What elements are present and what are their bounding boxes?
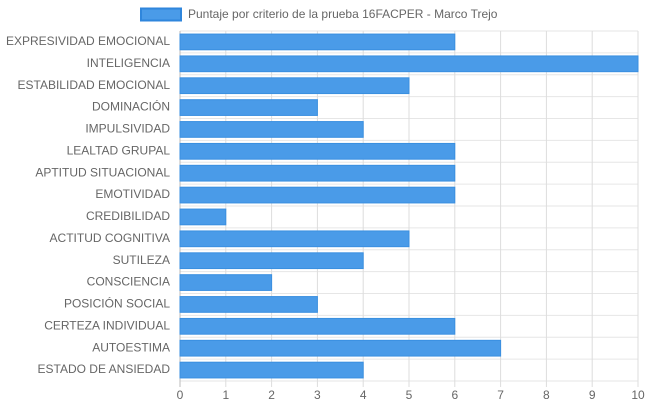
y-tick-label: DOMINACIÓN	[92, 99, 170, 114]
y-tick-label: SUTILEZA	[113, 253, 170, 267]
x-tick-label: 6	[451, 388, 458, 402]
y-tick-label: INTELIGENCIA	[87, 56, 170, 70]
x-tick-label: 7	[497, 388, 504, 402]
x-tick-label: 9	[589, 388, 596, 402]
x-tick-label: 8	[543, 388, 550, 402]
y-tick-label: ACTITUD COGNITIVA	[50, 231, 170, 245]
bar	[179, 317, 456, 335]
y-tick-label: EMOTIVIDAD	[95, 187, 170, 201]
x-tick-label: 4	[360, 388, 367, 402]
bar	[179, 77, 410, 95]
bar	[179, 186, 456, 204]
bar	[179, 121, 364, 138]
y-tick-label: AUTOESTIMA	[92, 340, 170, 354]
legend-swatch	[140, 7, 182, 22]
bar	[179, 33, 456, 51]
bar	[179, 339, 502, 357]
legend-label: Puntaje por criterio de la prueba 16FACP…	[188, 7, 498, 21]
bar	[179, 99, 318, 116]
y-tick-label: IMPULSIVIDAD	[85, 122, 170, 136]
bar	[179, 142, 456, 160]
x-tick-label: 3	[314, 388, 321, 402]
y-tick-label: CREDIBILIDAD	[86, 209, 170, 223]
bar	[179, 55, 639, 73]
x-tick-label: 1	[222, 388, 229, 402]
y-tick-label: ESTADO DE ANSIEDAD	[38, 362, 171, 376]
x-tick-label: 2	[268, 388, 275, 402]
y-tick-label: APTITUD SITUACIONAL	[35, 165, 170, 179]
y-tick-label: POSICIÓN SOCIAL	[64, 296, 170, 311]
bar	[179, 252, 364, 270]
bar	[179, 208, 227, 226]
bar	[179, 274, 273, 291]
x-tick-label: 0	[177, 388, 184, 402]
y-tick-label: CONSCIENCIA	[87, 275, 170, 289]
x-tick-label: 10	[631, 388, 645, 402]
bar	[179, 296, 318, 313]
bar	[179, 164, 456, 182]
y-tick-label: EXPRESIVIDAD EMOCIONAL	[6, 34, 170, 48]
y-tick-label: CERTEZA INDIVIDUAL	[44, 318, 170, 332]
y-tick-label: ESTABILIDAD EMOCIONAL	[18, 78, 171, 92]
bar	[179, 361, 364, 379]
y-tick-label: LEALTAD GRUPAL	[67, 143, 171, 157]
x-tick-label: 5	[406, 388, 413, 402]
bar	[179, 230, 410, 248]
